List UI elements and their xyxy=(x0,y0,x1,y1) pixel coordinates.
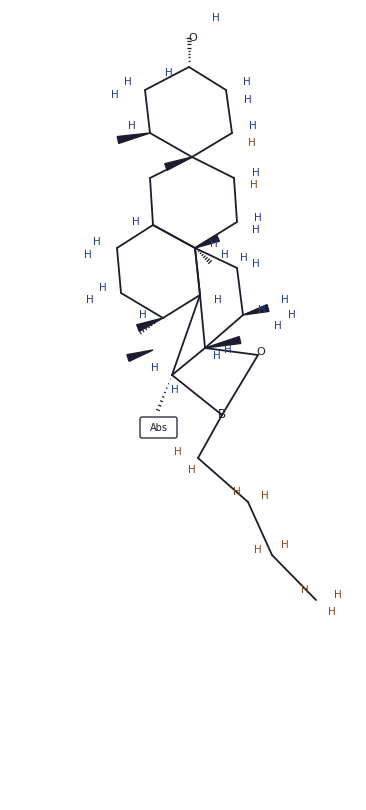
Text: H: H xyxy=(212,13,220,23)
Polygon shape xyxy=(127,350,153,361)
Text: H: H xyxy=(124,77,132,87)
Text: H: H xyxy=(210,239,218,249)
Text: H: H xyxy=(252,259,260,269)
Text: H: H xyxy=(281,540,289,550)
FancyBboxPatch shape xyxy=(140,417,177,438)
Text: H: H xyxy=(250,180,258,190)
Polygon shape xyxy=(205,337,241,348)
Text: H: H xyxy=(261,491,269,501)
Text: H: H xyxy=(213,351,221,361)
Text: O: O xyxy=(257,347,265,357)
Text: B: B xyxy=(218,408,226,421)
Text: H: H xyxy=(139,310,147,320)
Text: H: H xyxy=(281,295,289,305)
Polygon shape xyxy=(137,318,163,331)
Text: H: H xyxy=(84,250,92,260)
Text: H: H xyxy=(132,217,140,227)
Text: H: H xyxy=(221,250,229,260)
Text: H: H xyxy=(224,345,232,355)
Text: H: H xyxy=(254,213,262,223)
Text: H: H xyxy=(174,447,182,457)
Text: H: H xyxy=(171,385,179,395)
Text: H: H xyxy=(288,310,296,320)
Polygon shape xyxy=(243,305,269,315)
Text: H: H xyxy=(240,253,248,263)
Polygon shape xyxy=(195,235,219,248)
Text: H: H xyxy=(252,168,260,178)
Text: H: H xyxy=(214,295,222,305)
Text: H: H xyxy=(188,465,196,475)
Text: H: H xyxy=(274,321,282,331)
Text: O: O xyxy=(188,33,197,43)
Text: H: H xyxy=(165,68,173,78)
Polygon shape xyxy=(165,157,192,170)
Text: H: H xyxy=(249,121,257,131)
Text: H: H xyxy=(243,77,251,87)
Text: H: H xyxy=(111,90,119,100)
Text: H: H xyxy=(128,121,136,131)
Text: H: H xyxy=(86,295,94,305)
Text: H: H xyxy=(252,225,260,235)
Text: H: H xyxy=(99,283,107,293)
Text: H: H xyxy=(248,138,256,148)
Text: H: H xyxy=(258,305,266,315)
Text: H: H xyxy=(151,363,159,373)
Text: H: H xyxy=(93,237,101,247)
Text: H: H xyxy=(244,95,252,105)
Text: H: H xyxy=(334,590,342,600)
Polygon shape xyxy=(117,133,150,143)
Text: Abs: Abs xyxy=(150,423,168,433)
Text: H: H xyxy=(328,607,336,617)
Text: H: H xyxy=(301,585,309,595)
Text: H: H xyxy=(254,545,262,555)
Text: H: H xyxy=(233,487,241,497)
